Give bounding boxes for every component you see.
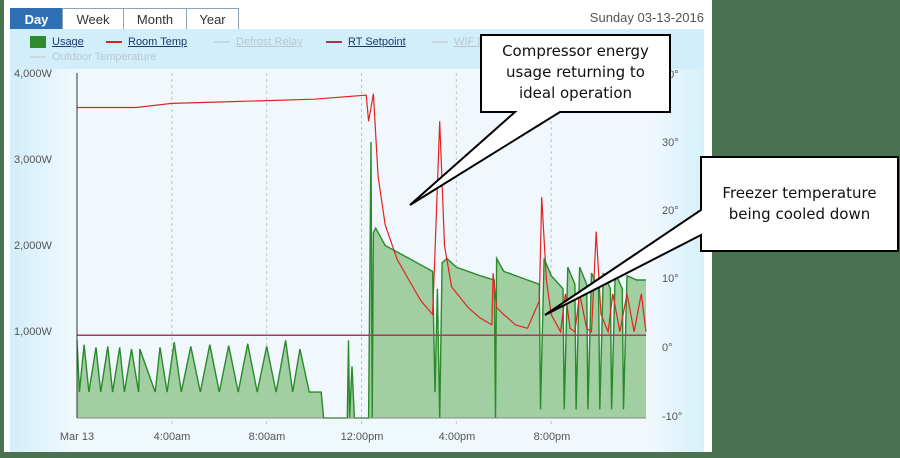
- callout-line: ideal operation: [518, 84, 633, 102]
- legend-item-rt-setpoint[interactable]: RT Setpoint: [326, 36, 406, 48]
- grid-lines: [171, 73, 552, 424]
- callout-compressor: [409, 34, 671, 206]
- date-label: Sunday 03-13-2016: [589, 10, 704, 25]
- rt-setpoint-line-icon: [326, 41, 342, 43]
- x-tick-8am: 8:00am: [248, 431, 286, 443]
- legend-label: Room Temp: [128, 36, 188, 48]
- y2-tick-10: 10°: [662, 273, 679, 285]
- y2-tick-30: 30°: [662, 137, 679, 149]
- legend-label: Usage: [52, 36, 84, 48]
- y-tick-2000: 2,000W: [14, 240, 52, 252]
- legend-item-room-temp[interactable]: Room Temp: [106, 36, 187, 48]
- legend-label: WIF D: [454, 36, 486, 48]
- defrost-relay-line-icon: [214, 41, 230, 43]
- outdoor-temp-line-icon: [30, 56, 46, 58]
- tab-year[interactable]: Year: [186, 8, 239, 29]
- usage-swatch-icon: [30, 36, 46, 48]
- tab-month[interactable]: Month: [123, 8, 186, 29]
- callout-line: usage returning to: [506, 63, 645, 81]
- y-tick-3000: 3,000W: [14, 154, 52, 166]
- wif-line-icon: [432, 41, 448, 43]
- y2-tick-minus10: -10°: [662, 411, 683, 423]
- x-tick-8pm: 8:00pm: [533, 431, 571, 443]
- y-tick-4000: 4,000W: [14, 68, 52, 80]
- callout-line: Freezer temperature: [722, 184, 877, 202]
- callout-compressor-text: Compressor energy usage returning to ide…: [481, 41, 670, 104]
- legend-label: Outdoor Temperature: [52, 51, 157, 63]
- tab-week[interactable]: Week: [62, 8, 123, 29]
- x-tick-4pm: 4:00pm: [438, 431, 476, 443]
- legend-label: RT Setpoint: [348, 36, 406, 48]
- y2-tick-0: 0°: [662, 342, 673, 354]
- tab-day[interactable]: Day: [10, 8, 62, 29]
- y2-tick-20: 20°: [662, 205, 679, 217]
- y-tick-1000: 1,000W: [14, 326, 52, 338]
- legend-item-outdoor-temperature[interactable]: Outdoor Temperature: [30, 51, 156, 63]
- legend-item-defrost-relay[interactable]: Defrost Relay: [214, 36, 303, 48]
- x-tick-12pm: 12:00pm: [340, 431, 384, 443]
- callout-line: being cooled down: [728, 205, 871, 223]
- callout-line: Compressor energy: [502, 42, 649, 60]
- room-temp-line: [77, 93, 647, 335]
- legend-item-usage[interactable]: Usage: [30, 36, 84, 48]
- usage-area: [77, 142, 646, 418]
- legend-item-wif[interactable]: WIF D: [432, 36, 485, 48]
- room-temp-line-icon: [106, 41, 122, 43]
- x-tick-mar13: Mar 13: [59, 431, 95, 443]
- callout-freezer: [544, 156, 899, 316]
- callout-freezer-text: Freezer temperature being cooled down: [701, 183, 898, 225]
- x-tick-4am: 4:00am: [153, 431, 191, 443]
- legend-label: Defrost Relay: [236, 36, 303, 48]
- range-tabs: Day Week Month Year: [10, 8, 239, 29]
